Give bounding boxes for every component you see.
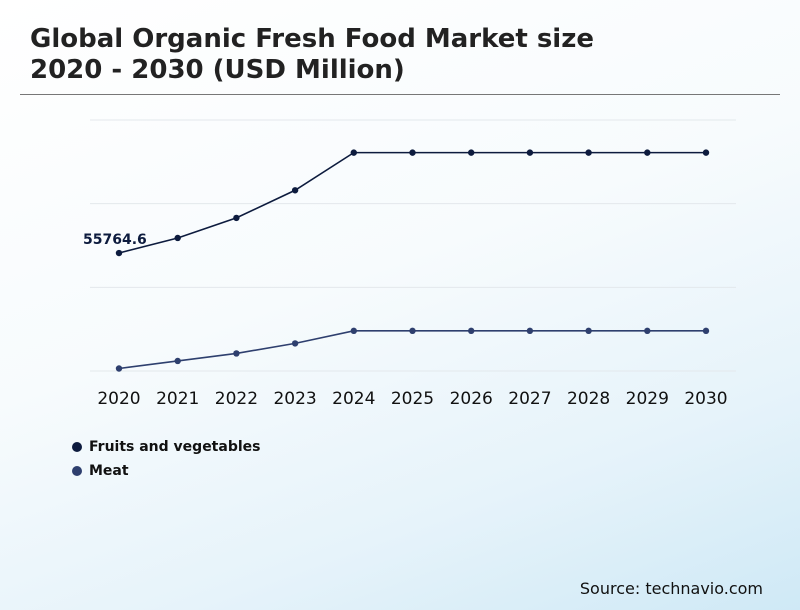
series-line-fruits-and-vegetables — [118, 151, 706, 254]
data-point-meat — [702, 327, 710, 335]
legend-label: Meat — [89, 463, 129, 479]
data-point-fruits-and-vegetables — [115, 249, 123, 257]
annotations: 55764.6 — [83, 232, 147, 248]
data-point-meat — [585, 327, 592, 335]
chart-title-line-1: Global Organic Fresh Food Market size — [30, 24, 594, 54]
title-divider — [20, 94, 780, 95]
data-point-meat — [115, 365, 123, 372]
chart-title: Global Organic Fresh Food Market size 20… — [30, 24, 594, 86]
legend-label: Fruits and vegetables — [89, 439, 261, 455]
data-point-fruits-and-vegetables — [291, 187, 299, 194]
data-point-meat — [409, 327, 416, 335]
chart-legend: Fruits and vegetables Meat — [72, 435, 260, 483]
x-tick-label: 2020 — [97, 389, 140, 409]
data-point-meat — [468, 327, 475, 335]
x-tick-label: 2030 — [684, 389, 727, 409]
series-layer — [115, 149, 710, 372]
legend-item-meat: Meat — [72, 459, 260, 483]
x-tick-label: 2025 — [391, 389, 434, 409]
data-point-fruits-and-vegetables — [644, 149, 651, 156]
x-tick-label: 2029 — [626, 389, 669, 409]
data-point-meat — [174, 357, 181, 365]
x-tick-label: 2027 — [508, 389, 551, 409]
series-fruits-and-vegetables — [115, 149, 710, 257]
x-tick-label: 2023 — [273, 389, 316, 409]
data-point-fruits-and-vegetables — [585, 149, 592, 156]
data-point-fruits-and-vegetables — [468, 149, 475, 156]
data-label: 55764.6 — [83, 232, 147, 248]
data-point-fruits-and-vegetables — [702, 149, 710, 156]
data-point-fruits-and-vegetables — [526, 149, 534, 156]
data-point-meat — [291, 340, 299, 347]
chart-title-line-2: 2020 - 2030 (USD Million) — [30, 55, 405, 85]
x-tick-label: 2024 — [332, 389, 375, 409]
source-credit: Source: technavio.com — [579, 579, 763, 598]
legend-marker — [72, 466, 82, 476]
grid-lines — [90, 119, 736, 372]
legend-item-fruits-and-vegetables: Fruits and vegetables — [72, 435, 260, 459]
data-point-fruits-and-vegetables — [174, 234, 181, 242]
data-point-fruits-and-vegetables — [409, 149, 416, 156]
series-meat — [115, 327, 710, 372]
x-axis-tick-labels: 2020 2021 2022 2023 2024 2025 2026 2027 2028 2029… — [97, 389, 727, 409]
x-tick-label: 2026 — [450, 389, 493, 409]
data-point-fruits-and-vegetables — [350, 149, 357, 156]
x-tick-label: 2021 — [156, 389, 199, 409]
series-line-meat — [118, 330, 706, 370]
data-point-meat — [644, 327, 651, 335]
data-point-fruits-and-vegetables — [233, 214, 240, 222]
x-tick-label: 2022 — [215, 389, 258, 409]
x-tick-label: 2028 — [567, 389, 610, 409]
data-point-meat — [526, 327, 534, 335]
legend-marker — [72, 442, 82, 452]
data-point-meat — [233, 350, 240, 357]
data-point-meat — [350, 327, 357, 335]
